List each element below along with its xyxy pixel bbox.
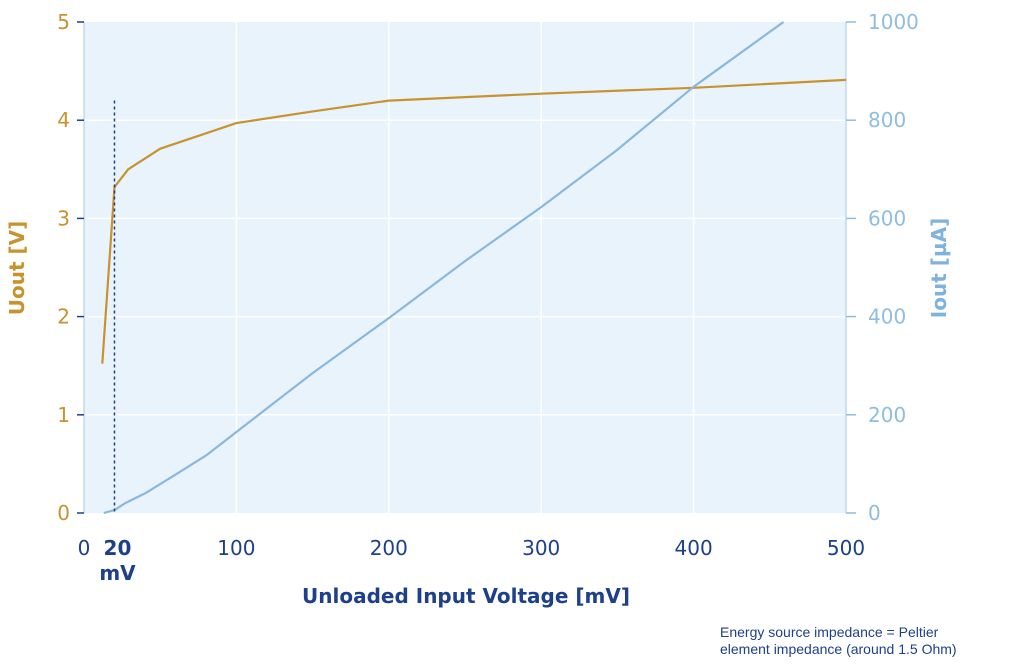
y-left-axis-title: Uout [V] (5, 221, 29, 316)
y-right-tick-label: 800 (868, 108, 906, 132)
marker-unit-label: mV (99, 561, 136, 585)
y-left-tick-label: 1 (57, 403, 70, 427)
x-tick-label: 500 (827, 536, 865, 560)
x-axis-title: Unloaded Input Voltage [mV] (302, 584, 630, 608)
y-right-tick-label: 1000 (868, 10, 919, 34)
x-tick-label: 200 (370, 536, 408, 560)
y-left-tick-label: 5 (57, 10, 70, 34)
y-right-tick-label: 200 (868, 403, 906, 427)
impedance-note: Energy source impedance = Peltier elemen… (720, 624, 1010, 658)
uout-series-line (101, 78, 847, 364)
y-right-tick-label: 600 (868, 206, 906, 230)
note-line-1: Energy source impedance = Peltier (720, 624, 939, 640)
axes (83, 22, 847, 513)
y-left-tick-label: 3 (57, 206, 70, 230)
iout-series-line (103, 21, 785, 515)
y-right-tick-label: 400 (868, 305, 906, 329)
gridlines (84, 22, 846, 513)
x-tick-label: 100 (217, 536, 255, 560)
marker-value-label: 20 (104, 536, 132, 560)
plot-background (84, 22, 846, 513)
y-left-tick-label: 0 (57, 501, 70, 525)
note-line-2: element impedance (around 1.5 Ohm) (720, 641, 957, 657)
y-left-tick-label: 4 (57, 108, 70, 132)
x-tick-label: 300 (522, 536, 560, 560)
x-tick-label: 0 (78, 536, 91, 560)
y-left-tick-label: 2 (57, 305, 70, 329)
y-right-tick-label: 0 (868, 501, 881, 525)
y-right-axis-title: Iout [µA] (927, 218, 951, 318)
x-tick-label: 400 (675, 536, 713, 560)
tick-labels: 0 1 2 3 4 5 0 200 400 600 800 1000 0 100 200 300 400 500 (57, 10, 919, 560)
series-lines (101, 21, 847, 515)
